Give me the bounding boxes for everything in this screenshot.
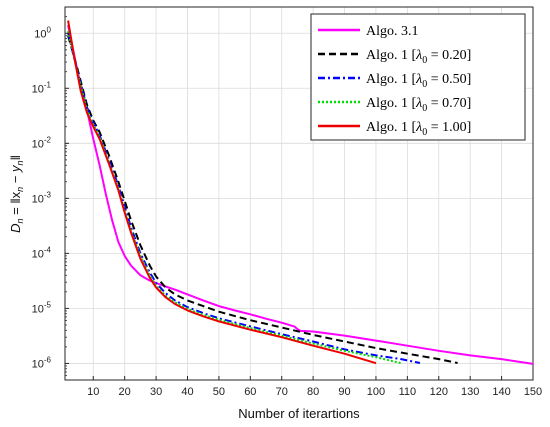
legend-close: ] [467, 72, 472, 87]
legend-equals: = [427, 48, 442, 63]
x-tick-label: 100 [367, 386, 385, 398]
x-tick-label: 110 [399, 386, 417, 398]
x-tick-label: 30 [150, 386, 162, 398]
plot-area [64, 6, 534, 381]
legend-label-3: Algo. 1 [λ0 = 0.70] [366, 96, 471, 114]
legend-equals: = [427, 120, 442, 135]
legend-close: ] [467, 120, 472, 135]
lambda-subscript: 0 [422, 79, 427, 90]
y-tick-label: 10-2 [32, 135, 52, 150]
x-tick-label: 140 [492, 386, 510, 398]
y-label-sub2: n [15, 187, 25, 192]
legend-label-1: Algo. 1 [λ0 = 0.20] [366, 48, 471, 66]
legend-label-0: Algo. 3.1 [366, 24, 419, 39]
x-tick-label: 150 [524, 386, 542, 398]
y-tick-label: 10-1 [32, 80, 52, 95]
y-tick-exponent: -5 [44, 300, 52, 309]
y-tick-base: 10 [32, 358, 44, 370]
series-line-0 [67, 24, 534, 365]
y-tick-base: 10 [32, 248, 44, 260]
x-axis-label: Number of iterartions [238, 406, 360, 421]
legend-lambda-value: 0.20 [442, 48, 467, 63]
y-axis-label: Dn = ‖xn − yn‖ [8, 155, 25, 233]
y-tick-base: 10 [32, 193, 44, 205]
legend-prefix: Algo. 1 [ [366, 48, 417, 63]
y-tick-exponent: -2 [44, 135, 52, 144]
y-tick-exponent: -1 [44, 80, 52, 89]
y-tick-exponent: -4 [44, 245, 52, 254]
series-line-2 [67, 33, 421, 364]
legend-equals: = [427, 96, 442, 111]
lambda-symbol: λ [415, 72, 422, 87]
lambda-subscript: 0 [422, 103, 427, 114]
lambda-subscript: 0 [422, 55, 427, 66]
y-tick-exponent: -3 [44, 190, 52, 199]
x-tick-label: 120 [430, 386, 448, 398]
x-tick-label: 40 [181, 386, 193, 398]
legend-close: ] [467, 96, 472, 111]
y-tick-label: 10-5 [32, 300, 52, 315]
y-tick-label: 10-6 [32, 355, 52, 370]
x-tick-label: 50 [213, 386, 225, 398]
legend-close: ] [467, 48, 472, 63]
x-tick-label: 90 [338, 386, 350, 398]
legend-lambda-value: 0.70 [442, 96, 467, 111]
legend-prefix: Algo. 1 [ [366, 120, 417, 135]
x-tick-label: 70 [276, 386, 288, 398]
lambda-symbol: λ [415, 96, 422, 111]
axis-ticks: 10 20 30 40 50 60 70 80 90 100 110 120 130 140 15010-6… [32, 6, 542, 398]
series-group [67, 20, 534, 365]
y-tick-label: 10-3 [32, 190, 52, 205]
lambda-subscript: 0 [422, 127, 427, 138]
y-tick-base: 10 [32, 303, 44, 315]
y-tick-label: 10-4 [32, 245, 52, 260]
x-tick-label: 130 [461, 386, 479, 398]
legend-label-2: Algo. 1 [λ0 = 0.50] [366, 72, 471, 90]
y-tick-base: 10 [32, 138, 44, 150]
legend-label-4: Algo. 1 [λ0 = 1.00] [366, 120, 471, 138]
y-label-end: ‖ [8, 155, 23, 160]
x-tick-label: 60 [244, 386, 256, 398]
y-tick-base: 10 [34, 28, 46, 40]
y-tick-exponent: 0 [47, 25, 52, 34]
y-label-rhs: = ‖x [8, 191, 23, 218]
y-tick-label: 100 [34, 25, 51, 40]
lambda-symbol: λ [415, 48, 422, 63]
legend-equals: = [427, 72, 442, 87]
y-label-mid: − y [8, 164, 23, 187]
legend-box [310, 13, 526, 141]
series-line-1 [67, 35, 458, 364]
x-tick-label: 80 [307, 386, 319, 398]
lambda-symbol: λ [415, 120, 422, 135]
legend-lambda-value: 0.50 [442, 72, 467, 87]
legend-lambda-value: 1.00 [442, 120, 467, 135]
legend-prefix: Algo. 1 [ [366, 96, 417, 111]
series-line-4 [67, 20, 377, 365]
y-tick-base: 10 [32, 83, 44, 95]
y-label-sub: n [15, 219, 25, 224]
y-label-lhs: D [8, 224, 23, 233]
y-label-sub3: n [15, 160, 25, 165]
y-tick-exponent: -6 [44, 355, 52, 364]
x-tick-label: 10 [87, 386, 99, 398]
legend-prefix: Algo. 1 [ [366, 72, 417, 87]
x-tick-label: 20 [119, 386, 131, 398]
